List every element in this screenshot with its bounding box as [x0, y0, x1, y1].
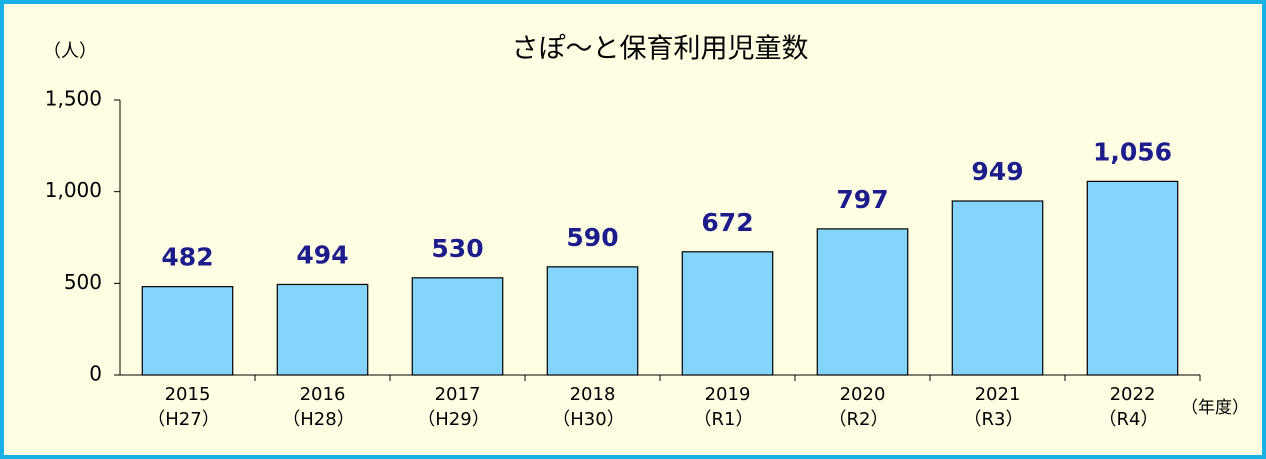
y-tick-label: 500	[64, 270, 102, 294]
x-tick-sublabel: （H29）	[417, 409, 489, 430]
value-label: 590	[566, 223, 618, 252]
y-tick-label: 0	[89, 362, 102, 386]
value-label: 949	[971, 157, 1023, 186]
x-tick-sublabel: （R3）	[964, 409, 1024, 430]
value-label: 1,056	[1093, 137, 1172, 166]
bar	[951, 200, 1044, 376]
y-tick-label: 1,500	[45, 87, 102, 111]
x-tick-label: 2018	[570, 384, 616, 405]
bar	[141, 286, 234, 376]
x-tick-sublabel: （H30）	[552, 409, 624, 430]
value-label: 482	[161, 243, 213, 272]
x-axis-label: （年度）	[1181, 398, 1249, 418]
x-tick-sublabel: （H28）	[282, 409, 354, 430]
x-tick-sublabel: （R2）	[829, 409, 889, 430]
bar	[411, 277, 504, 376]
bar	[546, 266, 639, 376]
x-tick-sublabel: （R4）	[1099, 409, 1159, 430]
y-axis-label: （人）	[43, 41, 97, 62]
x-tick-label: 2021	[975, 384, 1021, 405]
value-label: 797	[836, 185, 888, 214]
x-tick-label: 2020	[840, 384, 886, 405]
value-label: 672	[701, 208, 753, 237]
x-tick-label: 2016	[300, 384, 346, 405]
x-tick-sublabel: （H27）	[147, 409, 219, 430]
x-tick-sublabel: （R1）	[694, 409, 754, 430]
value-label: 530	[431, 234, 483, 263]
x-tick-label: 2017	[435, 384, 481, 405]
x-tick-label: 2019	[705, 384, 751, 405]
bar	[681, 251, 774, 376]
x-tick-label: 2022	[1110, 384, 1156, 405]
y-tick-label: 1,000	[45, 178, 102, 202]
bar	[1086, 180, 1179, 376]
bar	[816, 228, 909, 376]
value-label: 494	[296, 240, 348, 269]
chart-title: さぽ～と保育利用児童数	[512, 34, 809, 65]
bar	[276, 283, 369, 376]
x-tick-label: 2015	[165, 384, 211, 405]
